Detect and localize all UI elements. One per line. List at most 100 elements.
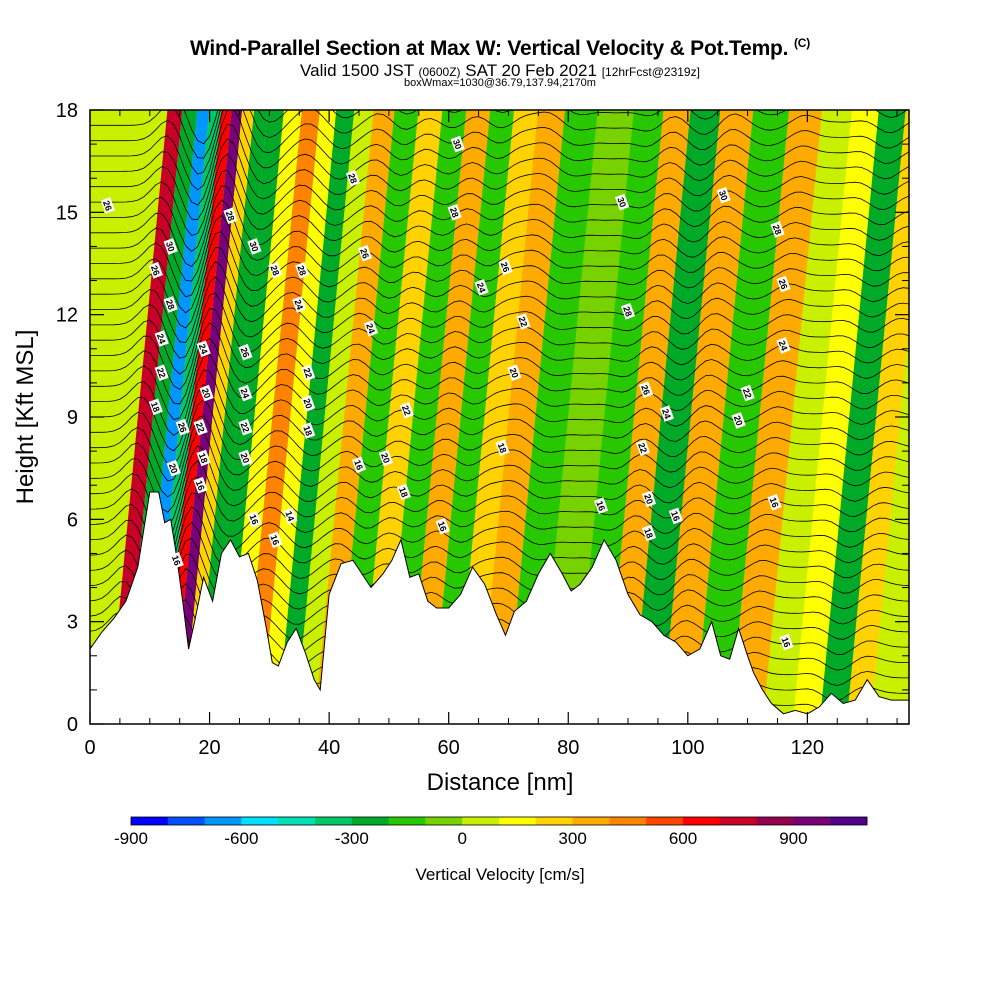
contour-label-text: 28 bbox=[346, 172, 359, 185]
theta-contour bbox=[90, 292, 909, 375]
colorbar-swatch bbox=[131, 817, 169, 825]
contour-label-bg bbox=[635, 439, 651, 456]
velocity-band bbox=[172, 110, 243, 724]
x-tick-label: 40 bbox=[318, 737, 340, 759]
contour-label: 28 bbox=[447, 204, 462, 221]
colorbar-swatch bbox=[572, 817, 610, 825]
contour-label: 22 bbox=[635, 439, 651, 456]
y-tick-label: 15 bbox=[56, 202, 78, 224]
contour-label-text: 18 bbox=[197, 452, 210, 465]
theta-contour bbox=[90, 110, 909, 175]
contour-label-bg bbox=[740, 384, 755, 402]
valid-date: SAT 20 Feb 2021 bbox=[465, 61, 597, 80]
colorbar-swatch bbox=[278, 817, 316, 825]
contour-label-bg bbox=[351, 456, 367, 474]
colorbar-swatch bbox=[535, 817, 574, 825]
contour-label-text: 30 bbox=[248, 240, 261, 253]
contour-label: 24 bbox=[238, 384, 253, 402]
contour-label-text: 22 bbox=[194, 421, 207, 434]
colorbar: -900 -600 -300 0 300 600 900 bbox=[114, 816, 868, 848]
colorbar-swatch bbox=[499, 817, 537, 825]
theta-contour bbox=[90, 110, 909, 159]
colorbar-swatch bbox=[388, 817, 426, 825]
contour-label-bg bbox=[100, 197, 115, 214]
contour-label-bg bbox=[516, 313, 531, 330]
chart-title: Wind-Parallel Section at Max W: Vertical… bbox=[0, 36, 1000, 61]
contour-label-bg bbox=[196, 340, 211, 358]
contour-label-text: 30 bbox=[164, 240, 177, 253]
contour-label-bg bbox=[148, 262, 163, 279]
colorbar-frame bbox=[130, 816, 868, 826]
contour-labels: 2630262824221826201624202218162830262422… bbox=[100, 135, 794, 651]
contour-label-text: 26 bbox=[149, 264, 162, 277]
terrain-mask bbox=[89, 491, 910, 725]
y-tick-label: 9 bbox=[67, 407, 78, 429]
contour-label-bg bbox=[776, 275, 791, 293]
contour-label-text: 16 bbox=[194, 479, 207, 492]
contour-label: 24 bbox=[292, 296, 307, 313]
contour-label-text: 20 bbox=[642, 493, 655, 506]
contour-label: 24 bbox=[363, 320, 379, 337]
contour-label: 22 bbox=[193, 418, 208, 436]
contour-label-bg bbox=[301, 422, 316, 439]
contour-label: 18 bbox=[495, 439, 510, 456]
contour-label-bg bbox=[268, 262, 283, 279]
colorbar-swatch bbox=[204, 817, 242, 825]
contour-label: 26 bbox=[498, 258, 513, 276]
contour-label: 26 bbox=[100, 197, 115, 214]
contour-label-bg bbox=[193, 418, 208, 436]
contour-label-text: 20 bbox=[239, 452, 252, 465]
contour-label-bg bbox=[435, 517, 450, 535]
velocity-band bbox=[729, 110, 823, 724]
theta-contour bbox=[90, 337, 909, 420]
contour-label-bg bbox=[247, 238, 262, 255]
contour-label: 26 bbox=[148, 262, 163, 279]
contour-label: 20 bbox=[238, 449, 253, 467]
contour-label-bg bbox=[148, 398, 163, 416]
contour-label: 18 bbox=[641, 524, 657, 542]
velocity-band bbox=[762, 110, 852, 724]
contour-label-text: 24 bbox=[239, 387, 252, 400]
contour-label-bg bbox=[295, 262, 310, 279]
contour-label-text: 30 bbox=[615, 196, 628, 209]
contour-label-text: 28 bbox=[448, 206, 461, 219]
colorbar-tick-label: -300 bbox=[335, 829, 369, 848]
contour-label-text: 16 bbox=[170, 554, 183, 567]
contour-label-text: 20 bbox=[167, 462, 180, 475]
colorbar-swatch bbox=[609, 817, 647, 825]
contour-label-text: 24 bbox=[777, 339, 790, 352]
x-tick-label: 60 bbox=[438, 737, 460, 759]
colorbar-swatch bbox=[462, 817, 500, 825]
contour-label-text: 28 bbox=[771, 223, 784, 236]
colorbar-swatch bbox=[719, 817, 758, 825]
theta-contour bbox=[90, 153, 909, 236]
velocity-band bbox=[792, 110, 879, 724]
contour-label-bg bbox=[641, 490, 657, 508]
contour-label: 16 bbox=[767, 494, 782, 511]
chart-subtitle: Valid 1500 JST (0600Z) SAT 20 Feb 2021 [… bbox=[0, 61, 1000, 81]
contour-label: 30 bbox=[247, 238, 262, 255]
contour-label-text: 16 bbox=[248, 513, 261, 526]
velocity-band bbox=[295, 110, 374, 724]
contour-label-text: 24 bbox=[660, 407, 673, 420]
contour-label: 30 bbox=[716, 187, 731, 204]
contour-label-text: 16 bbox=[436, 520, 449, 533]
contour-label: 20 bbox=[731, 412, 746, 429]
contour-label-bg bbox=[498, 258, 513, 276]
contour-label-bg bbox=[345, 169, 361, 187]
x-tick-label: 120 bbox=[791, 737, 824, 759]
colorbar-tick-label: 300 bbox=[558, 829, 586, 848]
y-tick-label: 18 bbox=[56, 100, 78, 122]
contour-label-text: 20 bbox=[732, 414, 745, 427]
contour-label-bg bbox=[268, 531, 283, 549]
contour-label: 18 bbox=[148, 398, 163, 416]
contour-label: 16 bbox=[193, 476, 208, 494]
colorbar-swatch bbox=[830, 817, 868, 825]
contour-label-bg bbox=[378, 449, 393, 467]
contour-label-bg bbox=[154, 364, 169, 381]
theta-contour bbox=[90, 110, 909, 191]
contour-label-bg bbox=[163, 296, 178, 313]
contour-label: 20 bbox=[507, 364, 522, 381]
contour-label-text: 22 bbox=[239, 421, 252, 434]
contour-label-text: 22 bbox=[636, 441, 649, 454]
